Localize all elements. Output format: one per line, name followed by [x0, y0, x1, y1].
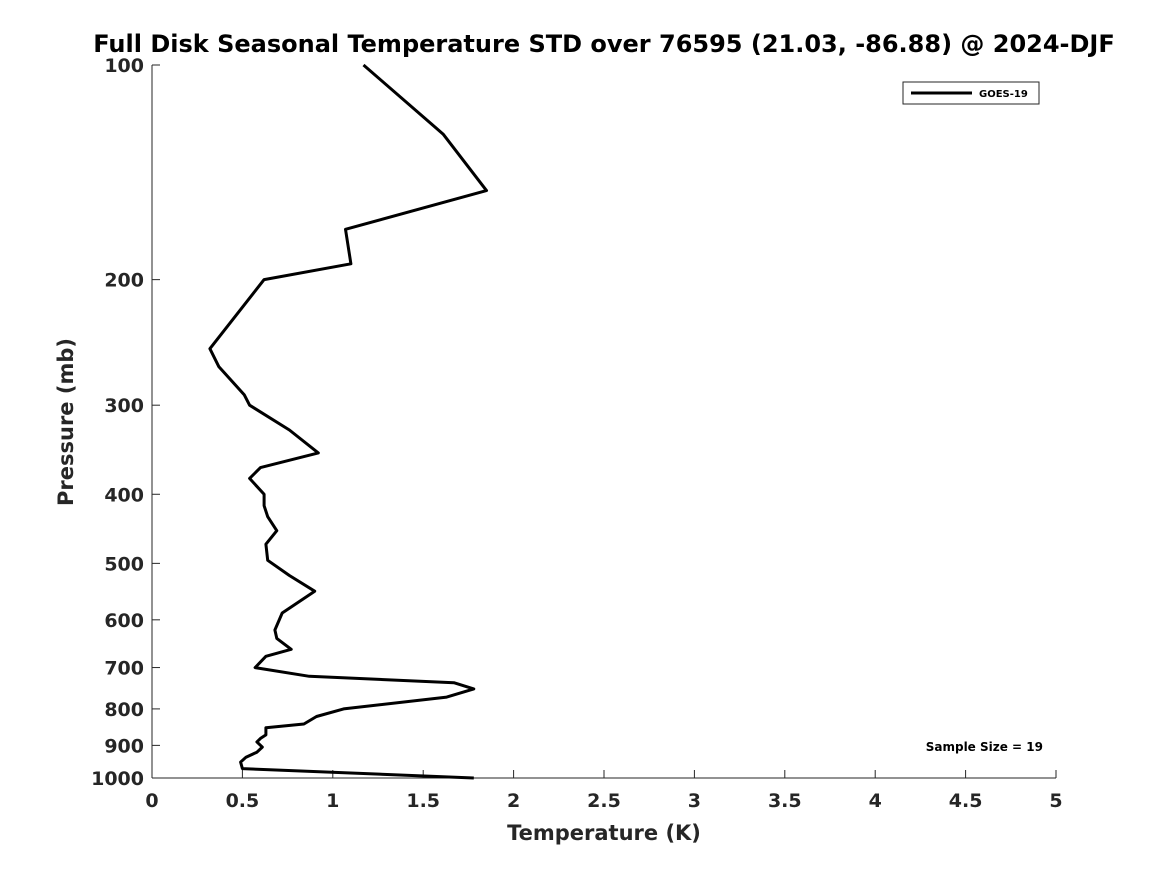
x-tick-label: 1 [326, 790, 339, 812]
y-tick-label: 800 [104, 699, 144, 721]
x-tick-label: 2.5 [587, 790, 621, 812]
y-tick-label: 200 [104, 270, 144, 292]
series-line-goes-19 [208, 63, 488, 780]
y-axis-ticks: 100 200 300 400 500 600 700 800 900 1000 [91, 55, 160, 790]
x-axis-ticks: 0 0.5 1 1.5 2 2.5 3 3.5 4 4.5 5 [145, 770, 1063, 812]
x-tick-label: 1.5 [406, 790, 440, 812]
legend-label: GOES-19 [979, 89, 1028, 100]
x-tick-label: 4.5 [949, 790, 983, 812]
y-tick-label: 400 [104, 484, 144, 506]
sample-size-annotation: Sample Size = 19 [926, 740, 1043, 754]
x-axis-label: Temperature (K) [507, 821, 701, 845]
y-tick-label: 1000 [91, 768, 144, 790]
chart-title: Full Disk Seasonal Temperature STD over … [93, 30, 1115, 58]
x-tick-label: 3.5 [768, 790, 802, 812]
x-tick-label: 3 [688, 790, 701, 812]
x-tick-label: 2 [507, 790, 520, 812]
y-axis-label: Pressure (mb) [54, 338, 78, 506]
x-tick-label: 5 [1049, 790, 1062, 812]
x-tick-label: 0 [145, 790, 158, 812]
x-tick-label: 4 [869, 790, 882, 812]
y-tick-label: 700 [104, 658, 144, 680]
legend: GOES-19 [902, 81, 1040, 105]
y-tick-label: 600 [104, 610, 144, 632]
y-tick-label: 900 [104, 735, 144, 757]
y-tick-label: 300 [104, 395, 144, 417]
x-tick-label: 0.5 [226, 790, 260, 812]
y-tick-label: 500 [104, 553, 144, 575]
y-tick-label: 100 [104, 55, 144, 77]
